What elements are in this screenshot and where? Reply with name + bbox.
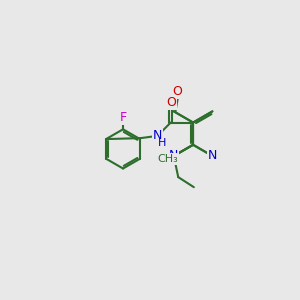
Text: F: F bbox=[119, 110, 127, 124]
Text: N: N bbox=[208, 149, 217, 162]
Text: CH₃: CH₃ bbox=[158, 154, 178, 164]
Text: O: O bbox=[172, 85, 182, 98]
Text: H: H bbox=[158, 138, 167, 148]
Text: O: O bbox=[166, 96, 176, 109]
Text: N: N bbox=[169, 149, 178, 162]
Text: N: N bbox=[153, 129, 162, 142]
